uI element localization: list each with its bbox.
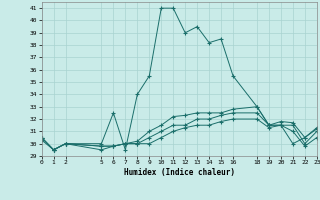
X-axis label: Humidex (Indice chaleur): Humidex (Indice chaleur) <box>124 168 235 177</box>
